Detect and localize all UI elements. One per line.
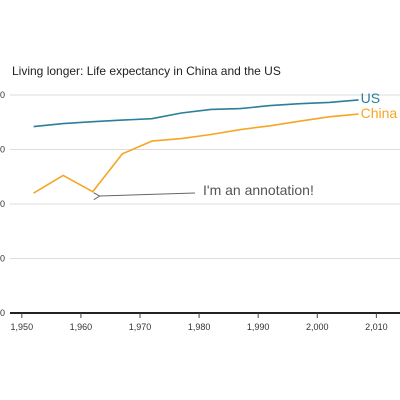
y-tick-label-40: 0 <box>0 199 5 209</box>
y-tick-label-80: 0 <box>0 90 5 100</box>
x-tick-label-1960: 1,960 <box>70 322 93 332</box>
x-tick-label-1970: 1,970 <box>129 322 152 332</box>
x-tick-label-1980: 1,980 <box>188 322 211 332</box>
x-tick-label-1990: 1,990 <box>247 322 270 332</box>
series-line-us <box>33 99 359 128</box>
annotation-text-0: I'm an annotation! <box>203 182 314 198</box>
y-tick-label-0: 0 <box>0 308 5 318</box>
x-tick-label-2010: 2,010 <box>365 322 388 332</box>
y-tick-label-60: 0 <box>0 145 5 155</box>
series-line-china <box>33 113 359 194</box>
series-layer <box>33 99 359 194</box>
x-tick-label-2000: 2,000 <box>306 322 329 332</box>
x-tick-label-1950: 1,950 <box>11 322 34 332</box>
y-tick-label-20: 0 <box>0 254 5 264</box>
annotation-layer: I'm an annotation! <box>93 182 314 201</box>
series-label-us: US <box>361 90 380 106</box>
grid-layer <box>10 94 400 259</box>
annotation-arrow-0 <box>93 192 196 201</box>
label-layer: 0 0 0 0 0 1,950 1,960 1,970 1,980 1,990 2,000 2,010… <box>0 90 397 332</box>
axis-layer <box>10 312 400 318</box>
series-label-china: China <box>361 105 398 121</box>
chart-title: Living longer: Life expectancy in China … <box>12 64 281 78</box>
